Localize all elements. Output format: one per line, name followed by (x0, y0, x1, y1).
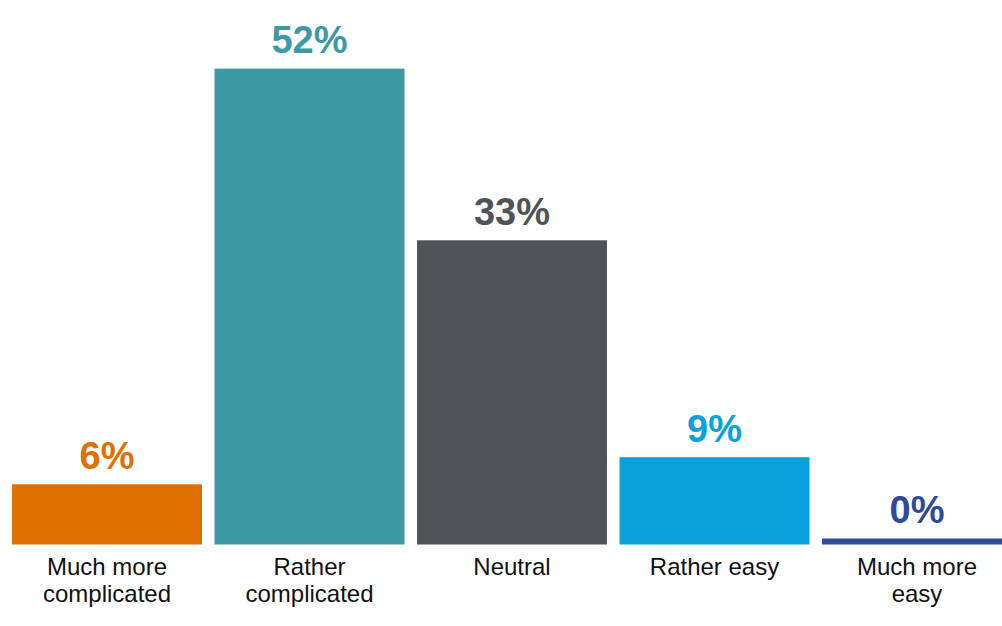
chart: 6% 52% 33% 9% 0% (0, 0, 1002, 626)
data-label: 6% (80, 435, 135, 477)
bar (419, 242, 606, 543)
stage: 6% 52% 33% 9% 0% Much more complicated Rather… (0, 0, 1002, 626)
bars (14, 70, 1002, 543)
data-label: 9% (687, 408, 742, 450)
category-label: Much more complicated (22, 553, 192, 607)
data-label: 52% (271, 19, 347, 61)
bar (621, 459, 808, 543)
bar (824, 540, 1002, 543)
data-label: 0% (890, 489, 945, 531)
data-label: 33% (474, 191, 550, 233)
category-label: Much more easy (832, 553, 1002, 607)
category-label: Rather complicated (225, 553, 395, 607)
category-label: Neutral (427, 553, 597, 580)
category-label: Rather easy (630, 553, 800, 580)
data-labels: 6% 52% 33% 9% 0% (80, 19, 945, 531)
bar (216, 70, 403, 543)
bar (14, 486, 201, 543)
